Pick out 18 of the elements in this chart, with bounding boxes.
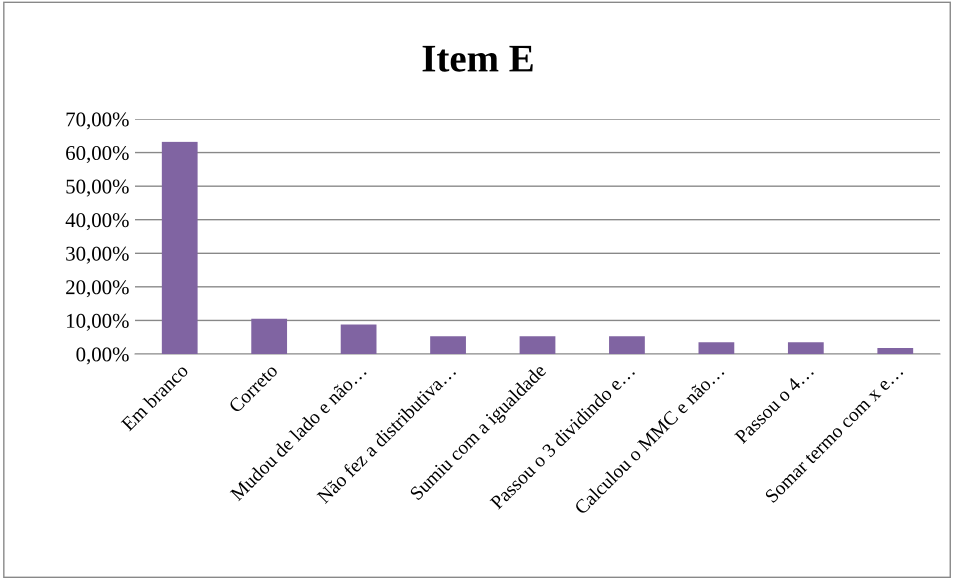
y-tick-label: 50,00% <box>66 180 129 197</box>
y-tick-label: 60,00% <box>66 146 129 164</box>
y-tick-label: 70,00% <box>66 112 129 130</box>
y-tick-label: 40,00% <box>66 213 129 230</box>
chart-title: Item E <box>422 46 533 72</box>
bar <box>788 342 824 354</box>
bar <box>609 336 645 354</box>
bar <box>698 342 734 354</box>
y-tick-label: 20,00% <box>66 280 129 298</box>
bar <box>162 142 198 354</box>
y-tick-label: 10,00% <box>67 314 129 331</box>
bar <box>877 348 914 354</box>
y-tick-label: 0,00% <box>76 347 129 364</box>
bar <box>430 336 466 354</box>
bar <box>251 318 288 354</box>
bar <box>520 336 556 354</box>
y-tick-label: 30,00% <box>66 246 129 264</box>
bar <box>340 324 376 354</box>
